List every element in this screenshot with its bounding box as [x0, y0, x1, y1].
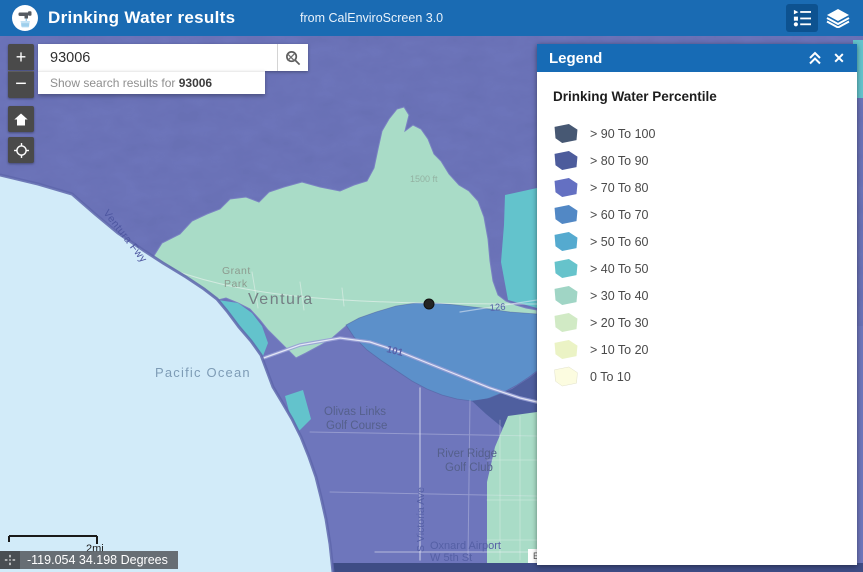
coastline — [0, 173, 335, 572]
water-faucet-logo — [12, 5, 38, 31]
zoom-out-button[interactable]: − — [8, 71, 34, 98]
legend-swatch — [554, 123, 578, 144]
legend-item: > 80 To 90 — [553, 147, 857, 174]
legend-panel-body: Drinking Water Percentile > 90 To 100 > … — [537, 72, 857, 390]
legend-item: > 60 To 70 — [553, 201, 857, 228]
region-green-bottomright — [487, 412, 537, 563]
legend-item: > 30 To 40 — [553, 282, 857, 309]
home-button[interactable] — [8, 106, 34, 132]
legend-swatch — [554, 258, 578, 279]
coordinates-readout: -119.054 34.198 Degrees — [27, 553, 168, 567]
suggestion-term: 93006 — [178, 76, 213, 90]
crosshair-icon[interactable] — [0, 551, 20, 569]
legend-item-label: > 40 To 50 — [590, 261, 649, 276]
legend-item: > 70 To 80 — [553, 174, 857, 201]
search-widget: ✕ — [38, 44, 308, 71]
region-teal-sliver2 — [285, 390, 311, 431]
layers-icon — [826, 9, 850, 28]
suggestion-prefix: Show search results for — [50, 76, 179, 90]
clear-search-icon[interactable]: ✕ — [285, 50, 297, 65]
legend-item-label: > 10 To 20 — [590, 342, 649, 357]
victoria-ave-label: S Victoria Ave — [415, 487, 427, 552]
legend-item: > 90 To 100 — [553, 120, 857, 147]
map-point-marker — [423, 298, 435, 310]
legend-panel-header[interactable]: Legend ✕ — [537, 44, 857, 72]
legend-item-label: > 20 To 30 — [590, 315, 649, 330]
search-icon — [286, 50, 301, 65]
legend-list-icon — [793, 9, 811, 27]
legend-item: 0 To 10 — [553, 363, 857, 390]
legend-swatch — [554, 339, 578, 360]
legend-panel: Legend ✕ Drinking Water Percentile > 90 … — [537, 44, 857, 565]
hwy-101-label: 101 — [385, 344, 404, 359]
search-suggestion[interactable]: Show search results for 93006 — [38, 71, 265, 94]
legend-swatch — [554, 231, 578, 252]
close-icon[interactable]: ✕ — [833, 49, 845, 66]
legend-item-label: > 50 To 60 — [590, 234, 649, 249]
chevron-double-up-icon — [809, 51, 821, 65]
river-ridge-label-2: Golf Club — [445, 462, 493, 474]
ocean-label: Pacific Ocean — [155, 365, 251, 380]
region-bottom-strip — [140, 563, 863, 572]
locate-button[interactable] — [8, 137, 34, 163]
legend-item-label: > 90 To 100 — [590, 126, 656, 141]
legend-item: > 50 To 60 — [553, 228, 857, 255]
legend-swatch — [554, 177, 578, 198]
city-label: Ventura — [248, 291, 314, 308]
legend-item: > 20 To 30 — [553, 309, 857, 336]
olivas-label-1: Olivas Links — [324, 406, 386, 418]
grant-park-label-1: Grant — [222, 265, 251, 277]
legend-swatch — [554, 204, 578, 225]
hwy-126-label: 126 — [489, 302, 506, 314]
coordinates-widget: -119.054 34.198 Degrees — [0, 551, 178, 569]
collapse-button[interactable] — [803, 44, 827, 72]
app-header: Drinking Water results from CalEnviroScr… — [0, 0, 863, 36]
page-title: Drinking Water results — [48, 8, 236, 27]
search-button[interactable] — [277, 44, 308, 71]
search-input[interactable] — [38, 44, 277, 71]
region-teal-sliver — [853, 40, 863, 98]
river-ridge-label-1: River Ridge — [437, 448, 497, 460]
legend-toggle-button[interactable] — [786, 4, 818, 32]
home-icon — [14, 113, 28, 125]
zoom-in-button[interactable]: + — [8, 44, 34, 70]
legend-swatch — [554, 150, 578, 171]
fifth-st-label: W 5th St — [430, 552, 472, 564]
roads-layer — [151, 261, 539, 561]
legend-item-label: > 30 To 40 — [590, 288, 649, 303]
region-ocean — [0, 175, 333, 572]
legend-item-label: 0 To 10 — [590, 369, 631, 384]
legend-item: > 10 To 20 — [553, 336, 857, 363]
grant-park-label-2: Park — [224, 278, 248, 290]
region-green-main — [149, 106, 538, 359]
locate-icon — [13, 142, 29, 158]
legend-panel-title: Legend — [549, 49, 603, 67]
legend-swatch — [554, 285, 578, 306]
region-teal-east — [501, 188, 537, 308]
page-subtitle: from CalEnviroScreen 3.0 — [300, 11, 444, 25]
layers-button[interactable] — [822, 4, 854, 32]
legend-item-label: > 70 To 80 — [590, 180, 649, 195]
legend-item-label: > 80 To 90 — [590, 153, 649, 168]
legend-swatch — [554, 312, 578, 333]
elevation-label: 1500 ft — [410, 174, 438, 184]
olivas-label-2: Golf Course — [326, 420, 387, 432]
airport-label: Oxnard Airport — [430, 540, 501, 552]
legend-swatch — [554, 366, 578, 387]
legend-heading: Drinking Water Percentile — [553, 89, 717, 104]
legend-item: > 40 To 50 — [553, 255, 857, 282]
legend-item-label: > 60 To 70 — [590, 207, 649, 222]
